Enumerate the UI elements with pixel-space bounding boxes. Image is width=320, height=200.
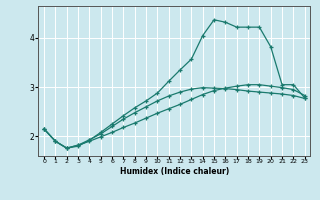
X-axis label: Humidex (Indice chaleur): Humidex (Indice chaleur): [120, 167, 229, 176]
